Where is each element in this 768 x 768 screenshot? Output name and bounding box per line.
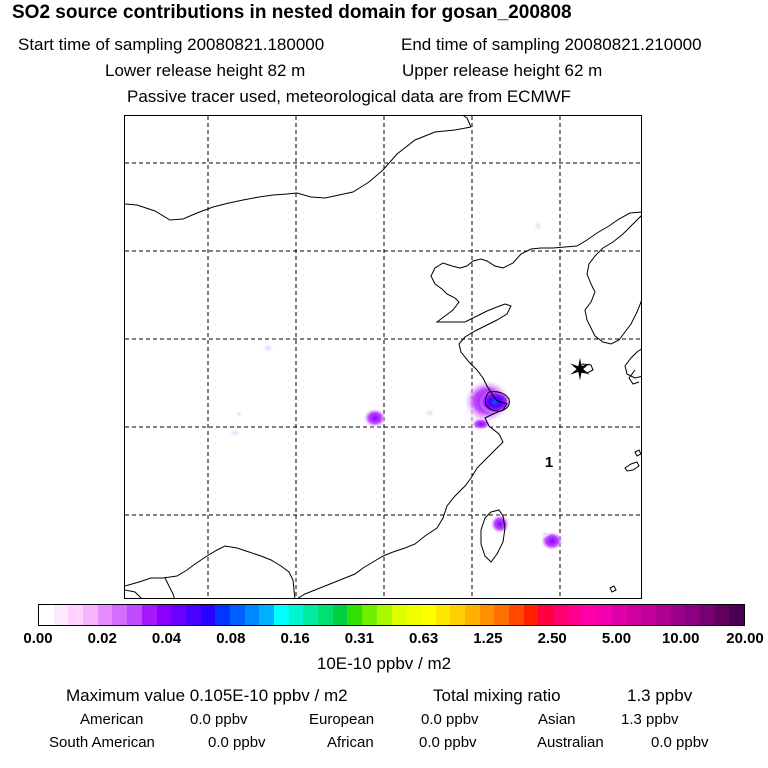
- colorbar-swatch: [112, 605, 128, 625]
- colorbar-swatch: [655, 605, 671, 625]
- colorbar-swatch: [479, 605, 495, 625]
- colorbar-tick-label: 1.25: [473, 630, 503, 647]
- colorbar-swatch: [597, 605, 612, 625]
- colorbar-swatch: [714, 605, 730, 625]
- colorbar-swatch: [567, 605, 583, 625]
- colorbar-swatch: [303, 605, 319, 625]
- colorbar-tick-label: 10.00: [661, 630, 700, 647]
- region-name: African: [327, 734, 374, 751]
- colorbar-swatch: [53, 605, 69, 625]
- map-annotation: 1: [545, 454, 553, 471]
- colorbar-swatch: [699, 605, 715, 625]
- region-value: 0.0 ppbv: [421, 711, 479, 728]
- colorbar-swatch: [259, 605, 274, 625]
- colorbar-tick-label: 5.00: [601, 630, 632, 647]
- colorbar-swatch: [420, 605, 436, 625]
- colorbar-swatch: [274, 605, 289, 625]
- colorbar-tick-label: 0.16: [280, 630, 310, 647]
- colorbar-swatch: [538, 605, 554, 625]
- colorbar-swatch: [670, 605, 686, 625]
- map-panel: ✶ 1: [124, 115, 642, 599]
- lower-release-height: Lower release height 82 m: [105, 61, 306, 80]
- colorbar-swatch: [729, 605, 744, 625]
- colorbar-swatch: [156, 605, 172, 625]
- colorbar-swatch: [332, 605, 348, 625]
- max-value: Maximum value 0.105E-10 ppbv / m2: [66, 686, 348, 705]
- colorbar-swatch: [406, 605, 421, 625]
- colorbar-swatch: [509, 605, 524, 625]
- colorbar-swatch: [288, 605, 304, 625]
- region-value: 0.0 ppbv: [651, 734, 709, 751]
- receptor-marker-icon: ✶: [567, 353, 592, 388]
- region-value: 0.0 ppbv: [419, 734, 477, 751]
- colorbar-swatch: [185, 605, 201, 625]
- end-time: End time of sampling 20080821.210000: [401, 35, 702, 54]
- colorbar-tick-labels: 0.00 0.02 0.04 0.08 0.16 0.31 0.63 1.25 2.50 5.00…: [0, 630, 768, 650]
- region-name: American: [80, 711, 144, 728]
- colorbar-tick-label: 0.08: [216, 630, 246, 647]
- map-svg: ✶ 1: [125, 116, 641, 598]
- colorbar-swatch: [582, 605, 598, 625]
- colorbar-swatch: [200, 605, 216, 625]
- colorbar-swatch: [97, 605, 113, 625]
- region-value: 0.0 ppbv: [208, 734, 266, 751]
- colorbar-swatch: [318, 605, 333, 625]
- plot-title: SO2 source contributions in nested domai…: [12, 2, 572, 23]
- region-value: 0.0 ppbv: [190, 711, 248, 728]
- colorbar-swatch: [141, 605, 157, 625]
- concentration-plumes: [228, 220, 564, 551]
- colorbar-swatch: [347, 605, 363, 625]
- tracer-note: Passive tracer used, meteorological data…: [127, 87, 572, 106]
- colorbar-tick-label: 2.50: [537, 630, 567, 647]
- colorbar-swatch: [435, 605, 451, 625]
- upper-release-height: Upper release height 62 m: [402, 61, 603, 80]
- colorbar-swatch: [127, 605, 142, 625]
- colorbar-swatch: [450, 605, 465, 625]
- colorbar-swatch: [626, 605, 642, 625]
- coastlines: [125, 116, 641, 598]
- total-mixing-label: Total mixing ratio: [433, 686, 561, 705]
- colorbar-swatch: [376, 605, 392, 625]
- colorbar-tick-label: 0.63: [409, 630, 439, 647]
- colorbar-swatch: [553, 605, 568, 625]
- start-time: Start time of sampling 20080821.180000: [18, 35, 325, 54]
- colorbar-swatch: [494, 605, 509, 625]
- colorbar-swatch: [244, 605, 260, 625]
- colorbar-swatch: [229, 605, 245, 625]
- colorbar-swatch: [391, 605, 407, 625]
- colorbar-swatch: [215, 605, 230, 625]
- region-name: South American: [49, 734, 155, 751]
- colorbar-swatch: [171, 605, 186, 625]
- colorbar-swatch: [685, 605, 700, 625]
- colorbar-tick-label: 0.02: [87, 630, 117, 647]
- colorbar-units: 10E-10 ppbv / m2: [316, 654, 452, 673]
- colorbar-swatch: [362, 605, 377, 625]
- colorbar-swatch: [464, 605, 480, 625]
- region-value: 1.3 ppbv: [621, 711, 679, 728]
- colorbar-swatch: [39, 605, 54, 625]
- colorbar-swatch: [83, 605, 98, 625]
- colorbar-tick-label: 0.04: [151, 630, 182, 647]
- colorbar-swatch: [523, 605, 539, 625]
- colorbar: [38, 604, 745, 626]
- region-name: Asian: [538, 711, 576, 728]
- colorbar-tick-label: 20.00: [726, 630, 764, 647]
- colorbar-tick-label: 0.31: [344, 630, 374, 647]
- region-name: European: [309, 711, 375, 728]
- region-name: Australian: [537, 734, 604, 751]
- map-gridlines: [125, 116, 641, 598]
- colorbar-swatch: [68, 605, 84, 625]
- total-mixing-value: 1.3 ppbv: [627, 686, 693, 705]
- colorbar-tick-label: 0.00: [23, 630, 53, 647]
- colorbar-swatch: [611, 605, 627, 625]
- colorbar-swatch: [641, 605, 656, 625]
